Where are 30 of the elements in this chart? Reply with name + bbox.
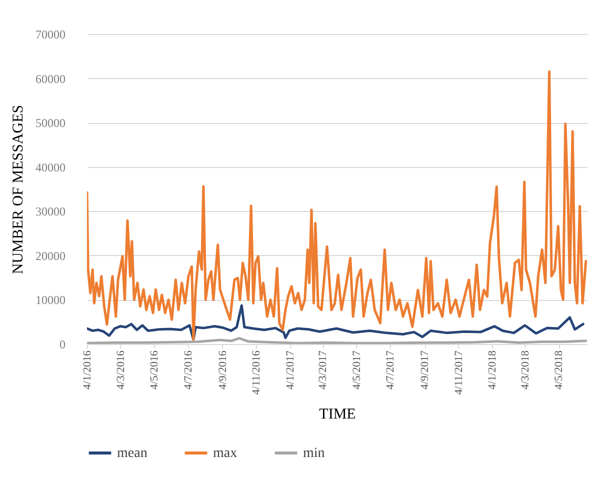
x-tick-label: 4/7/2016: [182, 350, 194, 390]
y-tick-label: 20000: [36, 248, 66, 263]
x-axis-title: TIME: [319, 406, 356, 423]
x-tick-label: 4/1/2016: [82, 350, 94, 390]
x-tick-label: 4/5/2017: [350, 350, 363, 390]
y-tick-label: 30000: [36, 204, 66, 219]
legend-label: min: [303, 446, 325, 461]
x-tick-label: 4/9/2016: [216, 350, 229, 390]
y-axis-title: NUMBER OF MESSAGES: [10, 104, 26, 274]
x-tick-label: 4/7/2017: [384, 350, 397, 390]
legend-label: mean: [117, 446, 148, 461]
y-tick-label: 0: [60, 338, 66, 352]
x-tick-label: 4/3/2017: [317, 350, 330, 390]
x-tick-label: 4/9/2017: [419, 350, 432, 390]
x-tick-label: 4/11/2016: [250, 350, 263, 395]
x-tick-label: 4/1/2018: [486, 350, 499, 390]
y-tick-label: 70000: [36, 28, 66, 42]
x-tick-label: 4/11/2017: [452, 350, 465, 395]
x-tick-label: 4/5/2018: [553, 350, 566, 390]
x-tick-label: 4/5/2016: [148, 350, 161, 390]
legend-label: max: [213, 446, 238, 461]
y-tick-label: 50000: [36, 116, 66, 130]
x-tick-label: 4/3/2016: [114, 350, 127, 390]
y-tick-label: 10000: [36, 293, 66, 308]
line-series: [87, 304, 584, 341]
y-tick-label: 60000: [36, 72, 66, 86]
line-series: [87, 70, 587, 341]
y-tick-label: 40000: [36, 160, 66, 174]
x-tick-label: 4/3/2018: [519, 350, 532, 390]
x-tick-label: 4/1/2017: [284, 350, 296, 390]
